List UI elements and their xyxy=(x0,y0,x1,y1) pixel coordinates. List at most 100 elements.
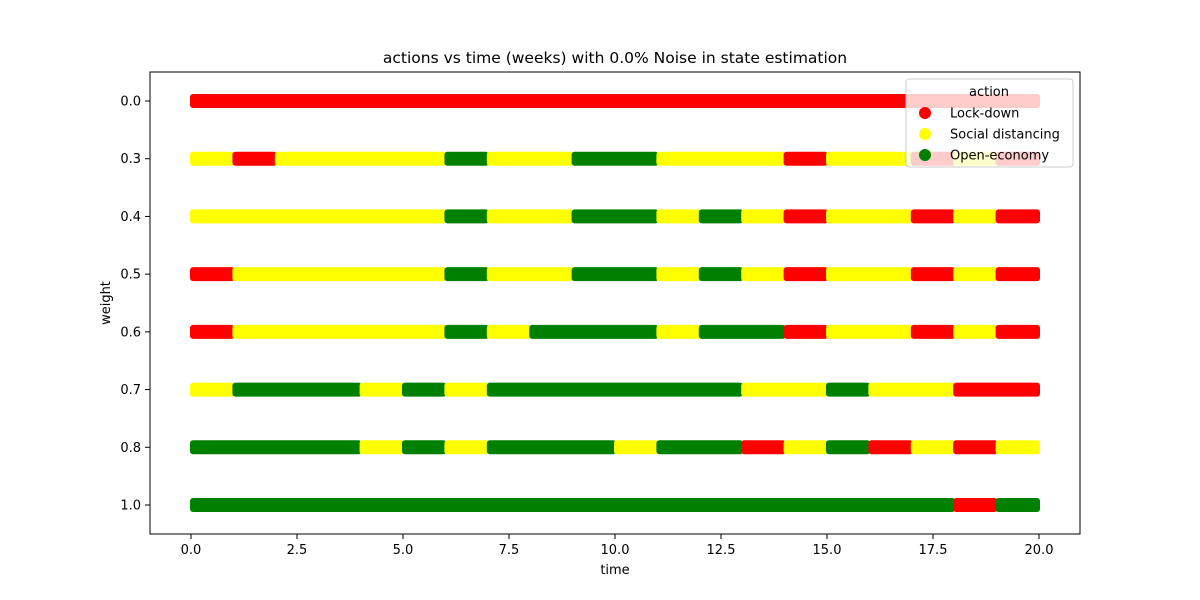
legend-title: action xyxy=(969,85,1009,100)
y-axis-label: weight xyxy=(99,281,114,325)
segment-social-distancing xyxy=(232,267,447,282)
x-tick-label: 0.0 xyxy=(181,543,202,558)
segment-lock-down xyxy=(995,209,1040,224)
legend-box xyxy=(905,78,1074,168)
x-tick-label: 10.0 xyxy=(601,543,630,558)
segment-open-economy xyxy=(444,324,489,339)
segment-open-economy xyxy=(232,382,362,397)
segment-open-economy xyxy=(486,440,616,455)
segment-lock-down xyxy=(783,209,828,224)
segment-lock-down xyxy=(995,324,1040,339)
segment-open-economy xyxy=(995,498,1040,512)
segment-social-distancing xyxy=(359,382,404,397)
legend-entries: Lock-down Social distancing Open-economy xyxy=(919,107,1060,164)
segment-social-distancing xyxy=(826,151,913,166)
y-tick-label: 0.3 xyxy=(120,152,141,167)
segment-open-economy xyxy=(826,440,871,455)
y-tick-label: 0.4 xyxy=(120,210,141,225)
segment-social-distancing xyxy=(486,151,574,166)
x-tick-label: 5.0 xyxy=(393,543,414,558)
segment-lock-down xyxy=(190,324,235,339)
segment-social-distancing xyxy=(656,151,786,166)
segment-social-distancing xyxy=(783,440,828,455)
segment-social-distancing xyxy=(232,324,447,339)
segment-open-economy xyxy=(444,151,489,166)
segment-lock-down xyxy=(783,267,828,282)
segment-open-economy xyxy=(826,382,871,397)
segment-open-economy xyxy=(656,440,744,455)
segment-lock-down xyxy=(953,498,998,512)
segment-open-economy xyxy=(444,209,489,224)
segment-open-economy xyxy=(529,324,659,339)
y-tick-label: 0.6 xyxy=(120,325,141,340)
x-tick-label: 20.0 xyxy=(1025,543,1054,558)
legend-label-lock-down: Lock-down xyxy=(950,107,1019,122)
segment-open-economy xyxy=(190,440,362,455)
segment-social-distancing xyxy=(190,382,235,397)
series-weight-0.8 xyxy=(190,440,1040,455)
x-tick-label: 7.5 xyxy=(499,543,520,558)
series-weight-1.0 xyxy=(190,498,1040,512)
segment-social-distancing xyxy=(826,267,913,282)
segment-social-distancing xyxy=(741,267,786,282)
y-tick-label: 0.7 xyxy=(120,383,141,398)
x-axis-label: time xyxy=(600,563,629,578)
y-tick-label: 0.0 xyxy=(120,95,141,110)
segment-lock-down xyxy=(868,440,913,455)
segment-social-distancing xyxy=(656,267,701,282)
segment-lock-down xyxy=(910,209,956,224)
segment-lock-down xyxy=(953,382,1040,397)
segment-lock-down xyxy=(995,267,1040,282)
segment-social-distancing xyxy=(486,267,574,282)
segment-lock-down xyxy=(783,324,828,339)
x-axis: 0.0 2.5 5.0 7.5 10.0 12.5 15.0 17.5 20.0 xyxy=(181,534,1054,558)
segment-social-distancing xyxy=(190,151,235,166)
segment-open-economy xyxy=(402,440,447,455)
y-tick-label: 0.8 xyxy=(120,441,141,456)
segment-open-economy xyxy=(402,382,447,397)
segment-social-distancing xyxy=(656,209,701,224)
segment-social-distancing xyxy=(741,209,786,224)
x-tick-label: 2.5 xyxy=(287,543,308,558)
segment-social-distancing xyxy=(359,440,404,455)
series-weight-0.5 xyxy=(190,267,1040,282)
segment-social-distancing xyxy=(656,324,701,339)
segment-lock-down xyxy=(232,151,277,166)
segment-social-distancing xyxy=(274,151,447,166)
series-weight-0.0 xyxy=(190,94,1040,108)
y-axis: 0.0 0.3 0.4 0.5 0.6 0.7 0.8 1.0 xyxy=(120,95,150,514)
series-weight-0.4 xyxy=(190,209,1040,224)
segment-social-distancing xyxy=(826,324,913,339)
x-tick-label: 12.5 xyxy=(707,543,736,558)
segment-social-distancing xyxy=(910,440,956,455)
legend-marker-lock-down xyxy=(919,107,931,119)
segment-lock-down xyxy=(953,440,998,455)
y-tick-label: 1.0 xyxy=(120,499,141,514)
segment-social-distancing xyxy=(953,324,998,339)
segment-lock-down xyxy=(783,151,828,166)
segment-social-distancing xyxy=(486,324,532,339)
segment-social-distancing xyxy=(444,382,489,397)
legend: action Lock-down Social distancing Open-ec… xyxy=(905,78,1074,168)
segment-lock-down xyxy=(190,267,235,282)
series-weight-0.6 xyxy=(190,324,1040,339)
segment-open-economy xyxy=(571,151,659,166)
segment-social-distancing xyxy=(826,209,913,224)
segment-social-distancing xyxy=(868,382,956,397)
legend-label-open-economy: Open-economy xyxy=(950,149,1049,164)
legend-marker-social-distancing xyxy=(919,128,931,140)
x-tick-label: 17.5 xyxy=(919,543,948,558)
segment-social-distancing xyxy=(444,440,489,455)
segment-social-distancing xyxy=(486,209,574,224)
segment-open-economy xyxy=(698,267,744,282)
segment-lock-down xyxy=(190,94,1040,108)
series-weight-0.7 xyxy=(190,382,1040,397)
segment-social-distancing xyxy=(190,209,447,224)
segment-open-economy xyxy=(698,209,744,224)
segment-open-economy xyxy=(571,209,659,224)
segment-social-distancing xyxy=(953,267,998,282)
segment-open-economy xyxy=(571,267,659,282)
segment-social-distancing xyxy=(741,382,828,397)
segment-lock-down xyxy=(910,267,956,282)
